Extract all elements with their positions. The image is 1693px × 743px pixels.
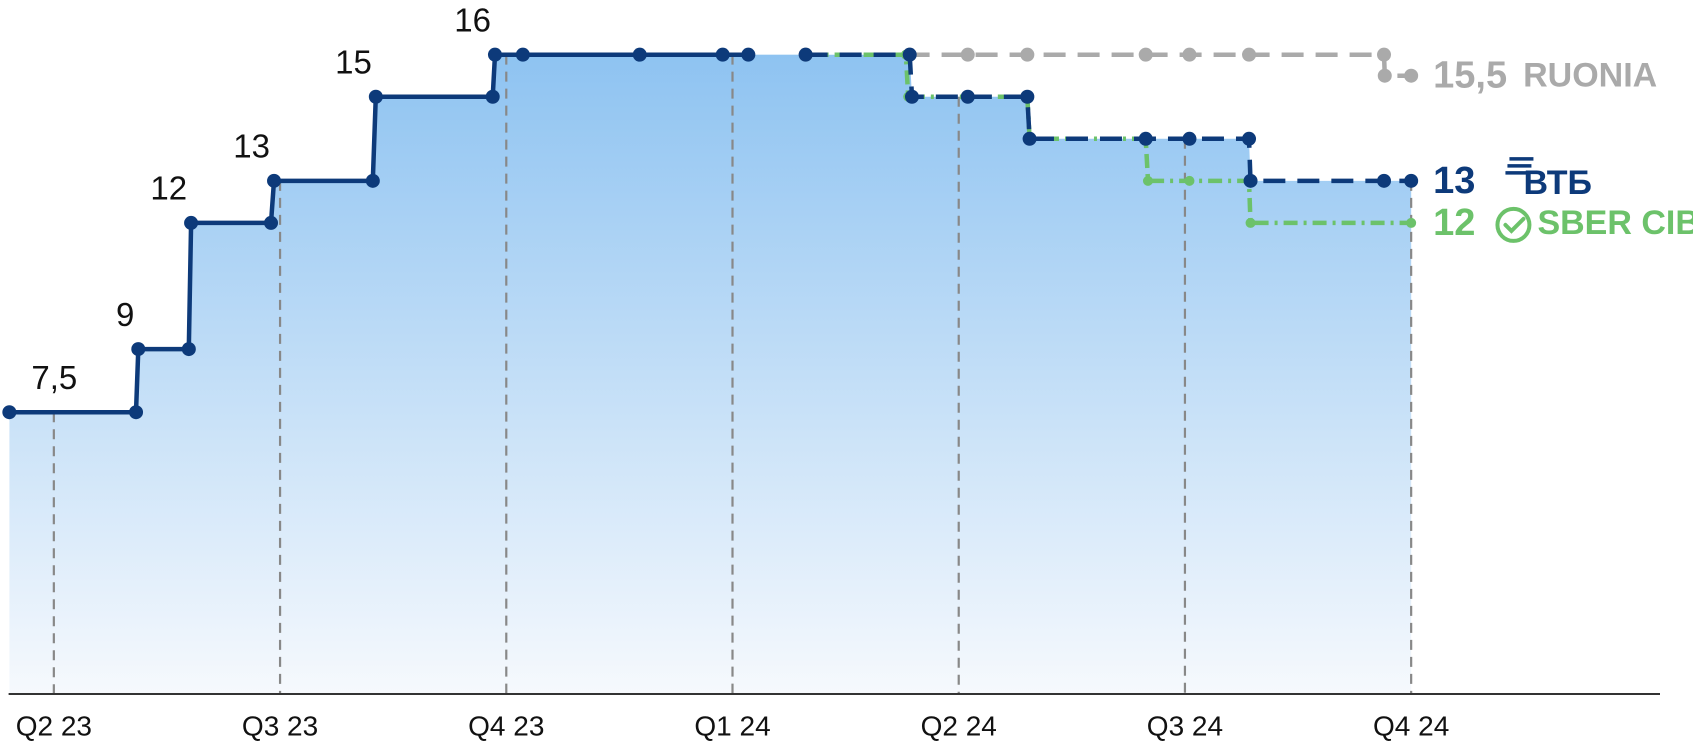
data-point bbox=[1406, 217, 1417, 228]
series-line bbox=[805, 52, 1412, 184]
data-point bbox=[715, 47, 730, 62]
data-point bbox=[1020, 47, 1035, 62]
data-point bbox=[365, 173, 380, 188]
area bbox=[805, 54, 1412, 694]
data-point bbox=[131, 342, 146, 357]
data-point bbox=[960, 89, 975, 104]
x-tick-label: Q4 23 bbox=[468, 710, 544, 741]
series-line bbox=[805, 52, 1412, 78]
data-point bbox=[485, 89, 500, 104]
legend-label: RUONIA bbox=[1523, 57, 1657, 95]
data-point bbox=[264, 215, 279, 230]
legend-icon bbox=[1495, 206, 1532, 243]
data-point bbox=[1242, 47, 1257, 62]
value-label: 9 bbox=[116, 296, 134, 333]
data-point bbox=[487, 47, 502, 62]
data-point bbox=[1404, 173, 1419, 188]
data-point bbox=[1182, 47, 1197, 62]
data-point bbox=[798, 47, 813, 62]
legend-label: ВТБ bbox=[1523, 164, 1591, 202]
data-point bbox=[267, 173, 282, 188]
legend-label: SBER CIB bbox=[1537, 204, 1693, 242]
data-point bbox=[1022, 131, 1037, 146]
data-point bbox=[181, 342, 196, 357]
data-point bbox=[960, 47, 975, 62]
x-tick-label: Q3 23 bbox=[242, 710, 318, 741]
data-point bbox=[1020, 89, 1035, 104]
x-tick-label: Q3 24 bbox=[1147, 710, 1223, 741]
data-point bbox=[1184, 175, 1195, 186]
area bbox=[9, 54, 749, 694]
value-label: 7,5 bbox=[31, 359, 77, 396]
data-point bbox=[902, 47, 917, 62]
data-point bbox=[1242, 131, 1257, 146]
data-point bbox=[741, 47, 756, 62]
end-label: 15,5 bbox=[1433, 55, 1507, 97]
data-point bbox=[368, 89, 383, 104]
end-label: 13 bbox=[1433, 160, 1475, 202]
x-tick-label: Q4 24 bbox=[1373, 710, 1449, 741]
data-point bbox=[1142, 175, 1153, 186]
x-tick-label: Q1 24 bbox=[694, 710, 770, 741]
value-label: 15 bbox=[335, 43, 372, 80]
data-point bbox=[1138, 131, 1153, 146]
end-label: 12 bbox=[1433, 202, 1475, 244]
data-point bbox=[515, 47, 530, 62]
data-point bbox=[1377, 68, 1392, 83]
value-label: 12 bbox=[150, 170, 187, 207]
data-point bbox=[1404, 68, 1419, 83]
data-point bbox=[1245, 217, 1256, 228]
value-label: 16 bbox=[454, 1, 491, 38]
value-label: 13 bbox=[233, 128, 270, 165]
legend-icon bbox=[1503, 216, 1526, 234]
data-point bbox=[129, 405, 144, 420]
data-point bbox=[184, 215, 199, 230]
data-point bbox=[1138, 47, 1153, 62]
data-point bbox=[1182, 131, 1197, 146]
data-point bbox=[632, 47, 647, 62]
data-point bbox=[1377, 47, 1392, 62]
data-point bbox=[1377, 173, 1392, 188]
x-tick-label: Q2 23 bbox=[16, 710, 92, 741]
data-point bbox=[2, 405, 17, 420]
x-tick-label: Q2 24 bbox=[921, 710, 997, 741]
data-point bbox=[1243, 173, 1258, 188]
data-point bbox=[904, 89, 919, 104]
area-bridge bbox=[747, 54, 807, 695]
